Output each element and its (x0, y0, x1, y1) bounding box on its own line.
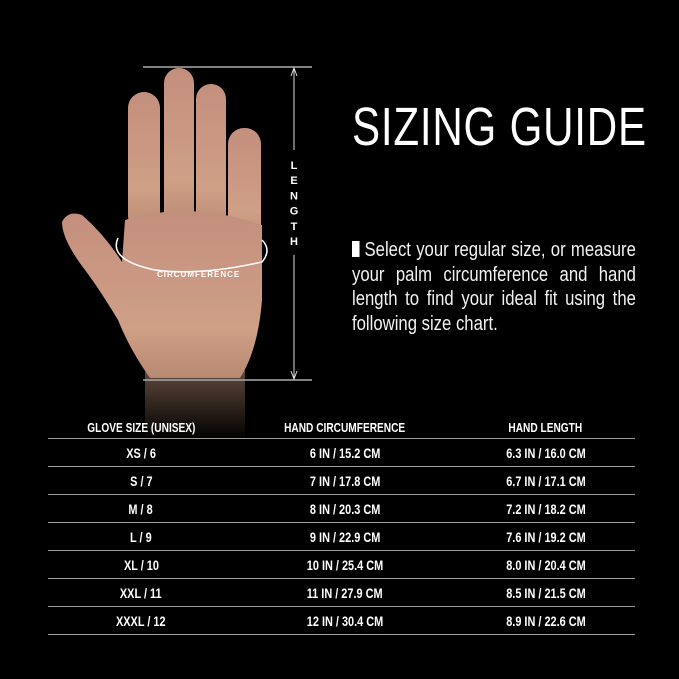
table-row: M / 8 8 IN / 20.3 CM 7.2 IN / 18.2 CM (48, 494, 635, 523)
length-letter: G (290, 206, 299, 218)
length-letter: H (290, 236, 298, 248)
length-letter: L (291, 160, 298, 172)
header-glove-size: GLOVE SIZE (UNISEX) (86, 419, 196, 435)
cell-circumference: 8 IN / 20.3 CM (309, 500, 381, 517)
length-letter: T (291, 221, 298, 233)
cell-circumference: 11 IN / 27.9 CM (307, 584, 383, 601)
cell-length: 7.6 IN / 19.2 CM (505, 528, 586, 545)
cell-circumference: 9 IN / 22.9 CM (309, 528, 381, 545)
size-chart-table: GLOVE SIZE (UNISEX) HAND CIRCUMFERENCE H… (48, 416, 635, 635)
cell-length: 6.7 IN / 17.1 CM (505, 472, 586, 489)
table-row: L / 9 9 IN / 22.9 CM 7.6 IN / 19.2 CM (48, 522, 635, 551)
cell-size: M / 8 (128, 500, 154, 517)
length-letter: N (290, 190, 298, 202)
length-label: LENGTH (290, 160, 299, 248)
cell-length: 7.2 IN / 18.2 CM (505, 500, 586, 517)
cell-size: XL / 10 (123, 556, 159, 573)
cell-circumference: 12 IN / 30.4 CM (306, 612, 384, 629)
table-header-row: GLOVE SIZE (UNISEX) HAND CIRCUMFERENCE H… (48, 416, 635, 439)
header-hand-length: HAND LENGTH (508, 419, 583, 435)
description: Select your regular size, or measure you… (352, 239, 636, 335)
table-row: S / 7 7 IN / 17.8 CM 6.7 IN / 17.1 CM (48, 466, 635, 495)
cell-length: 8.9 IN / 22.6 CM (505, 612, 586, 629)
header-hand-circumference: HAND CIRCUMFERENCE (284, 419, 406, 435)
page-title: SIZING GUIDE (352, 97, 647, 157)
cell-length: 8.5 IN / 21.5 CM (505, 584, 586, 601)
table-row: XXXL / 12 12 IN / 30.4 CM 8.9 IN / 22.6 CM (48, 606, 635, 635)
table-row: XXL / 11 11 IN / 27.9 CM 8.5 IN / 21.5 CM (48, 578, 635, 607)
circumference-label: CIRCUMFERENCE (157, 270, 240, 279)
cell-circumference: 6 IN / 15.2 CM (309, 444, 381, 461)
cell-size: XS / 6 (126, 444, 156, 461)
cell-size: XXL / 11 (120, 584, 162, 601)
cell-size: XXXL / 12 (116, 612, 166, 629)
cell-circumference: 7 IN / 17.8 CM (309, 472, 381, 489)
table-row: XS / 6 6 IN / 15.2 CM 6.3 IN / 16.0 CM (48, 438, 635, 467)
bullet-marker (352, 241, 360, 257)
cell-length: 8.0 IN / 20.4 CM (505, 556, 586, 573)
length-letter: E (290, 175, 297, 187)
cell-size: L / 9 (130, 528, 152, 545)
table-row: XL / 10 10 IN / 25.4 CM 8.0 IN / 20.4 CM (48, 550, 635, 579)
cell-circumference: 10 IN / 25.4 CM (306, 556, 384, 573)
cell-size: S / 7 (129, 472, 153, 489)
cell-length: 6.3 IN / 16.0 CM (505, 444, 586, 461)
